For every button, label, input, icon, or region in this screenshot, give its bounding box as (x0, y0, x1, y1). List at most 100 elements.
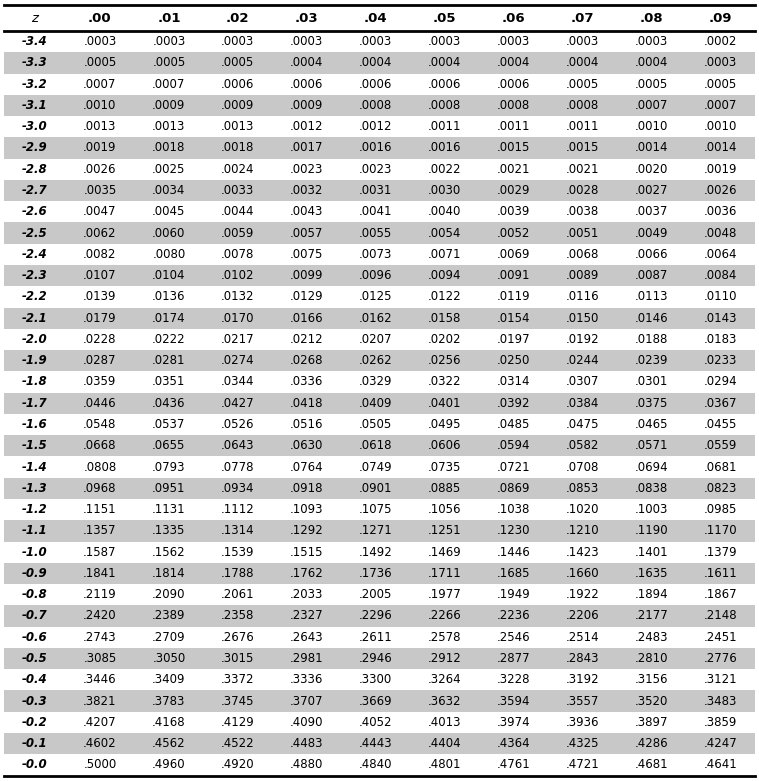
Text: -3.4: -3.4 (22, 35, 47, 48)
Text: .4761: .4761 (497, 758, 531, 772)
Text: .0047: .0047 (83, 205, 117, 219)
Text: .0003: .0003 (359, 35, 392, 48)
Text: .09: .09 (709, 12, 732, 25)
Text: .0048: .0048 (704, 226, 738, 240)
Text: .0934: .0934 (221, 482, 254, 495)
Text: .0019: .0019 (704, 162, 738, 176)
Text: .2776: .2776 (704, 652, 738, 665)
Text: .2206: .2206 (566, 609, 600, 622)
Text: .4052: .4052 (359, 716, 392, 729)
Text: .0029: .0029 (497, 184, 531, 197)
Text: .0035: .0035 (83, 184, 117, 197)
Text: .2090: .2090 (152, 588, 186, 601)
Text: .3520: .3520 (635, 694, 669, 708)
Text: .0537: .0537 (153, 418, 185, 431)
Text: .3050: .3050 (153, 652, 185, 665)
Text: .1151: .1151 (83, 503, 117, 516)
Text: .0099: .0099 (290, 269, 323, 282)
Text: .0075: .0075 (290, 248, 323, 261)
Text: .3336: .3336 (290, 673, 323, 686)
Text: -1.3: -1.3 (22, 482, 47, 495)
Text: .0011: .0011 (566, 120, 600, 134)
Text: .0041: .0041 (359, 205, 392, 219)
Text: .1335: .1335 (153, 524, 185, 537)
Text: .0217: .0217 (221, 333, 255, 346)
Text: .0003: .0003 (428, 35, 461, 48)
Text: .0197: .0197 (497, 333, 531, 346)
Text: .0049: .0049 (635, 226, 669, 240)
Text: .2546: .2546 (497, 631, 531, 644)
Text: .0004: .0004 (290, 56, 323, 70)
Text: .3192: .3192 (566, 673, 600, 686)
Text: .07: .07 (571, 12, 594, 25)
Text: .2005: .2005 (359, 588, 392, 601)
Text: .0244: .0244 (566, 355, 600, 367)
Text: .2912: .2912 (428, 652, 461, 665)
Text: .0091: .0091 (497, 269, 531, 282)
Text: -2.7: -2.7 (22, 184, 47, 197)
Text: .0582: .0582 (566, 439, 600, 452)
Text: .0212: .0212 (290, 333, 323, 346)
Text: .0436: .0436 (152, 397, 186, 410)
Text: .0344: .0344 (221, 376, 254, 388)
Text: -0.4: -0.4 (22, 673, 47, 686)
Text: .2709: .2709 (152, 631, 186, 644)
Text: .0166: .0166 (290, 312, 323, 325)
Text: .1075: .1075 (359, 503, 392, 516)
Text: .1292: .1292 (290, 524, 324, 537)
Text: .0054: .0054 (428, 226, 461, 240)
Text: .2061: .2061 (221, 588, 255, 601)
Text: .0495: .0495 (428, 418, 461, 431)
Text: .0233: .0233 (704, 355, 738, 367)
Text: .0314: .0314 (497, 376, 531, 388)
Text: .0003: .0003 (635, 35, 669, 48)
Bar (4, 563, 755, 584)
Text: .0009: .0009 (153, 99, 185, 112)
Text: .0384: .0384 (566, 397, 600, 410)
Text: .0136: .0136 (152, 291, 186, 303)
Text: .2148: .2148 (704, 609, 738, 622)
Text: .0071: .0071 (428, 248, 461, 261)
Text: .3015: .3015 (221, 652, 254, 665)
Text: .0064: .0064 (704, 248, 738, 261)
Text: .1379: .1379 (704, 546, 738, 558)
Text: .0005: .0005 (153, 56, 185, 70)
Text: .2420: .2420 (83, 609, 117, 622)
Text: .3745: .3745 (221, 694, 254, 708)
Bar (4, 648, 755, 669)
Text: .0023: .0023 (290, 162, 323, 176)
Text: .2877: .2877 (497, 652, 531, 665)
Text: .0188: .0188 (635, 333, 669, 346)
Text: .0019: .0019 (83, 141, 117, 155)
Text: .0505: .0505 (359, 418, 392, 431)
Text: .2451: .2451 (704, 631, 738, 644)
Text: .0006: .0006 (428, 77, 461, 91)
Text: .4404: .4404 (428, 737, 461, 750)
Text: .0038: .0038 (566, 205, 600, 219)
Bar (4, 733, 755, 754)
Text: .1271: .1271 (359, 524, 392, 537)
Text: .3409: .3409 (152, 673, 186, 686)
Text: .0037: .0037 (635, 205, 669, 219)
Text: .4840: .4840 (359, 758, 392, 772)
Text: .3085: .3085 (83, 652, 117, 665)
Text: .0003: .0003 (497, 35, 531, 48)
Text: .3264: .3264 (428, 673, 461, 686)
Text: .0239: .0239 (635, 355, 669, 367)
Text: .4880: .4880 (290, 758, 323, 772)
Text: .1131: .1131 (152, 503, 186, 516)
Text: -3.2: -3.2 (22, 77, 47, 91)
Text: .1762: .1762 (290, 567, 324, 580)
Text: .3974: .3974 (497, 716, 531, 729)
Text: .0006: .0006 (359, 77, 392, 91)
Text: .0062: .0062 (83, 226, 117, 240)
Text: .0039: .0039 (497, 205, 531, 219)
Text: .1469: .1469 (428, 546, 461, 558)
Text: .01: .01 (157, 12, 181, 25)
Text: .3121: .3121 (704, 673, 738, 686)
Text: .3483: .3483 (704, 694, 738, 708)
Text: .0032: .0032 (290, 184, 323, 197)
Text: .0087: .0087 (635, 269, 669, 282)
Text: .4641: .4641 (704, 758, 738, 772)
Text: .0359: .0359 (83, 376, 117, 388)
